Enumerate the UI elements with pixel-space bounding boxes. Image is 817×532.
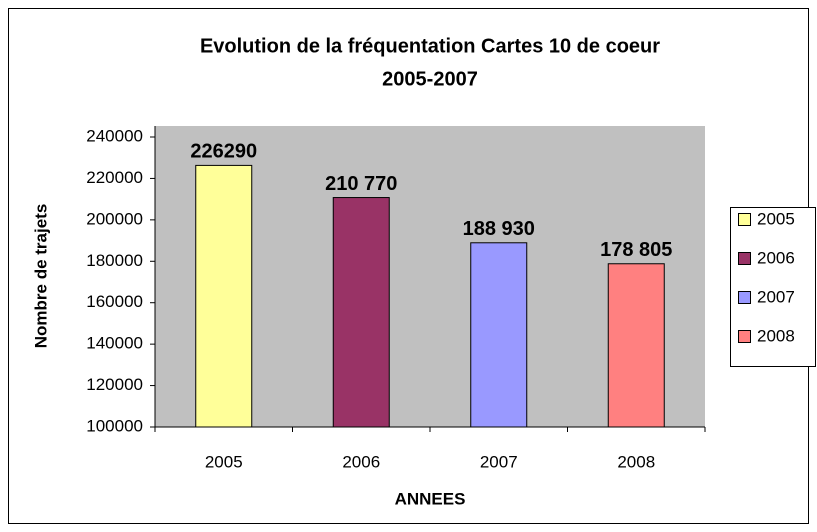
value-label: 188 930 [463,218,535,240]
legend-label: 2005 [757,209,795,228]
y-tick-label: 140000 [86,334,143,353]
y-axis-label: Nombre de trajets [31,204,50,349]
y-tick-label: 240000 [86,126,143,145]
bar [195,164,253,428]
y-tick-label: 200000 [86,209,143,228]
legend-label: 2008 [757,326,795,345]
y-tick-label: 180000 [86,251,143,270]
legend-swatch [738,252,751,265]
legend-swatch [738,291,751,304]
x-axis-label: ANNEES [395,489,466,508]
y-tick-label: 100000 [86,416,143,435]
legend-label: 2006 [757,248,795,267]
value-label: 210 770 [325,173,397,195]
x-tick-label: 2008 [617,452,655,471]
bar [470,242,528,428]
legend-swatch [738,330,751,343]
y-tick-label: 160000 [86,292,143,311]
x-tick-label: 2005 [205,452,243,471]
value-label: 226290 [190,141,257,163]
bar [607,263,665,428]
y-tick-label: 220000 [86,168,143,187]
chart-title: Evolution de la fréquentation Cartes 10 … [200,35,660,57]
x-tick-label: 2007 [480,452,518,471]
y-tick-label: 120000 [86,375,143,394]
x-tick-label: 2006 [342,452,380,471]
bar [332,197,390,428]
chart-subtitle: 2005-2007 [382,68,478,90]
legend-label: 2007 [757,287,795,306]
value-label: 178 805 [600,239,672,261]
legend-swatch [738,213,751,226]
